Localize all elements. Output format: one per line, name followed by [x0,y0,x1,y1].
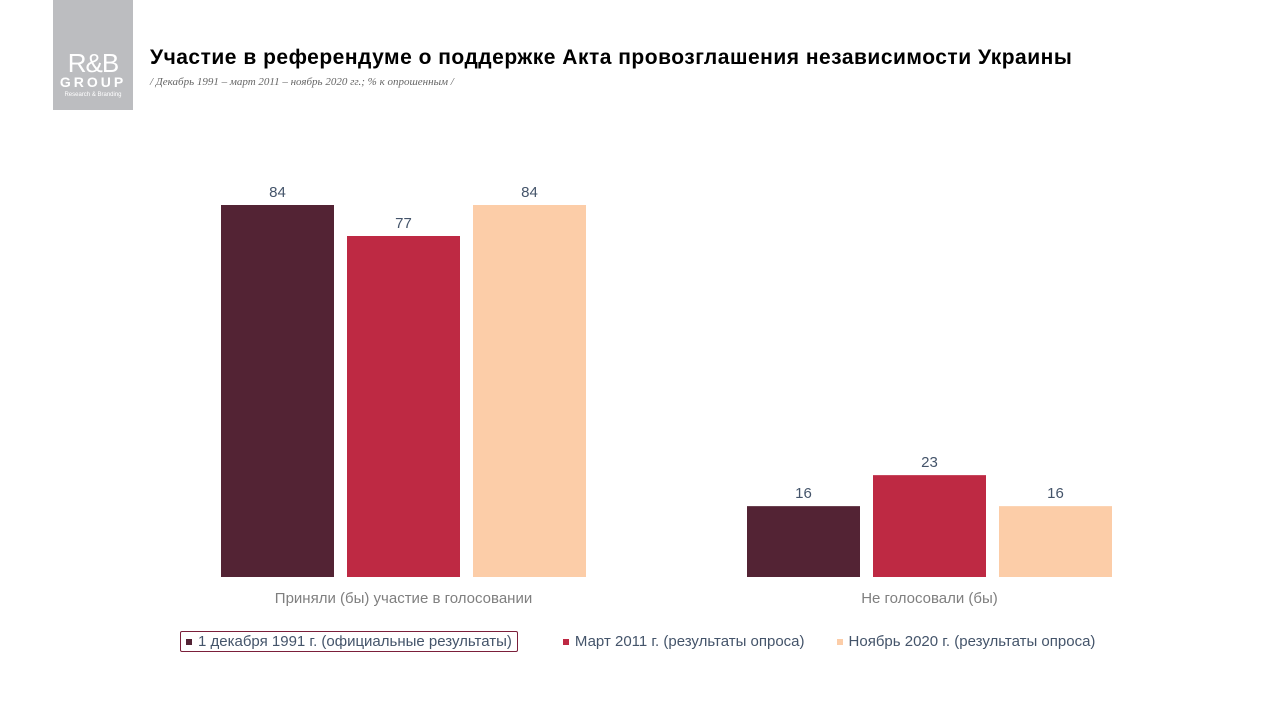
legend-label: Март 2011 г. (результаты опроса) [574,633,805,650]
bar [999,506,1112,577]
legend-item[interactable]: 1 декабря 1991 г. (официальные результат… [180,631,518,652]
logo-rb: R&B [67,48,119,78]
legend: 1 декабря 1991 г. (официальные результат… [180,631,1100,652]
legend-label: Ноябрь 2020 г. (результаты опроса) [848,633,1096,650]
bar [873,475,986,577]
data-label: 16 [795,485,812,502]
category-label: Приняли (бы) участие в голосовании [275,590,532,607]
logo-tagline: Research & Branding [64,92,122,98]
bar [221,205,334,577]
data-label: 84 [521,184,538,201]
legend-swatch [562,638,569,645]
bar [347,236,460,577]
legend-item[interactable]: Март 2011 г. (результаты опроса) [558,631,810,652]
data-label: 77 [395,215,412,232]
chart-title: Участие в референдуме о поддержке Акта п… [150,46,1073,69]
bar [747,506,860,577]
data-label: 23 [921,454,938,471]
legend-swatch [836,638,843,645]
data-label: 16 [1047,485,1064,502]
chart-subtitle: / Декабрь 1991 – март 2011 – ноябрь 2020… [150,76,454,88]
category-label: Не голосовали (бы) [861,590,998,607]
bar [473,205,586,577]
data-label: 84 [269,184,286,201]
legend-label: 1 декабря 1991 г. (официальные результат… [198,633,512,650]
logo: R&B GROUP Research & Branding [53,0,133,110]
logo-group: GROUP [59,74,127,90]
legend-item[interactable]: Ноябрь 2020 г. (результаты опроса) [832,631,1101,652]
legend-swatch [186,638,192,645]
